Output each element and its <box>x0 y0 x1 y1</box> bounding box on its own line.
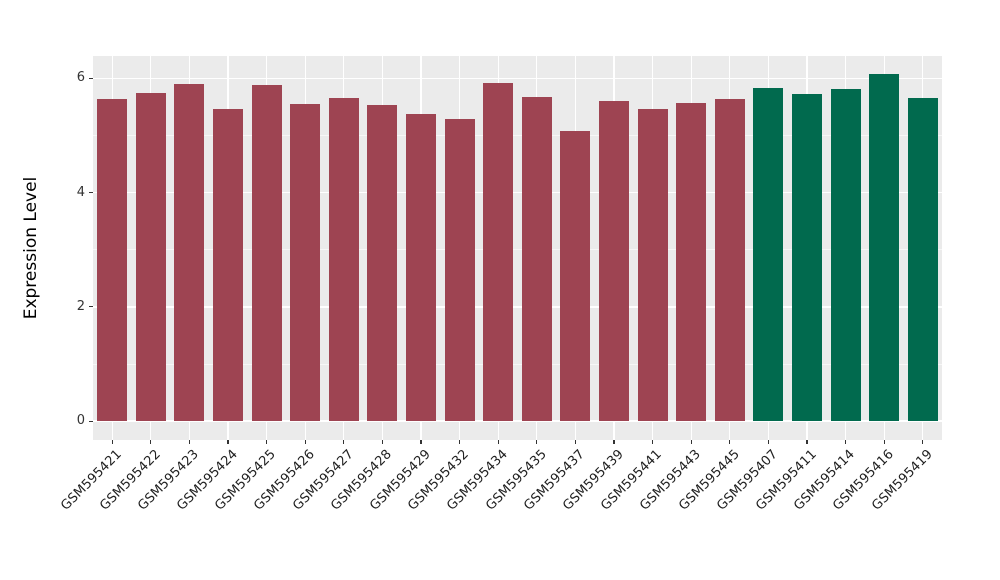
x-tick-mark <box>690 440 692 444</box>
x-tick-mark <box>497 440 499 444</box>
grid-major-line <box>93 420 942 422</box>
y-tick-mark <box>89 77 93 79</box>
y-tick-mark <box>89 306 93 308</box>
bar-GSM595419 <box>907 97 938 422</box>
bar-GSM595414 <box>830 89 861 422</box>
x-tick-mark <box>883 440 885 444</box>
x-tick-mark <box>536 440 538 444</box>
bar-GSM595425 <box>251 85 282 422</box>
bar-GSM595423 <box>174 84 205 422</box>
bar-GSM595416 <box>869 74 900 422</box>
bar-GSM595422 <box>135 93 166 422</box>
x-tick-mark <box>304 440 306 444</box>
x-tick-mark <box>343 440 345 444</box>
bar-GSM595421 <box>97 99 128 422</box>
bar-GSM595424 <box>213 109 244 422</box>
x-tick-mark <box>922 440 924 444</box>
grid-major-line <box>93 191 942 194</box>
x-tick-mark <box>227 440 229 444</box>
x-tick-mark <box>574 440 576 444</box>
bar-GSM595439 <box>598 101 629 422</box>
plot-panel <box>93 56 942 440</box>
x-tick-mark <box>266 440 268 444</box>
x-tick-mark <box>767 440 769 444</box>
bar-GSM595443 <box>676 102 707 422</box>
y-tick-label: 0 <box>76 413 85 429</box>
bar-GSM595437 <box>560 130 591 422</box>
bar-GSM595427 <box>328 98 359 422</box>
bar-GSM595434 <box>483 83 514 422</box>
x-tick-mark <box>381 440 384 444</box>
x-tick-mark <box>150 440 152 444</box>
x-tick-mark <box>651 440 654 444</box>
y-axis-title: Expression Level <box>21 176 41 320</box>
x-tick-mark <box>111 440 113 444</box>
grid-major-line <box>93 77 942 79</box>
bar-GSM595441 <box>637 109 668 422</box>
x-tick-mark <box>613 440 615 444</box>
grid-minor-line <box>93 249 942 251</box>
grid-minor-line <box>93 135 942 136</box>
bar-GSM595411 <box>791 93 822 422</box>
bar-GSM595426 <box>290 104 321 422</box>
y-tick-mark <box>89 420 93 422</box>
x-tick-mark <box>844 440 847 444</box>
bar-GSM595407 <box>753 88 784 422</box>
x-tick-mark <box>729 440 731 444</box>
y-tick-label: 4 <box>76 184 85 200</box>
bar-GSM595432 <box>444 118 475 422</box>
bar-GSM595445 <box>714 99 745 422</box>
bar-GSM595428 <box>367 105 398 422</box>
grid-minor-line <box>93 363 942 365</box>
x-tick-mark <box>420 440 422 444</box>
y-tick-label: 2 <box>76 298 85 314</box>
grid-major-line <box>93 306 942 308</box>
x-tick-mark <box>188 440 191 444</box>
x-tick-mark <box>459 440 461 444</box>
y-tick-mark <box>89 191 93 194</box>
bar-GSM595429 <box>406 114 437 422</box>
x-tick-mark <box>806 440 808 444</box>
bar-GSM595435 <box>521 96 552 422</box>
y-tick-label: 6 <box>76 70 85 86</box>
